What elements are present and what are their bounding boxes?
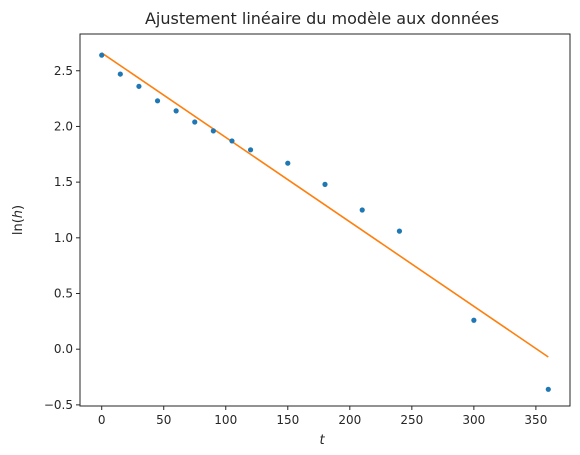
data-point	[117, 71, 123, 77]
y-tick-label: 1.0	[54, 231, 73, 245]
y-axis-title: ln(h)	[11, 205, 26, 235]
y-axis-title-var: h	[11, 210, 26, 218]
x-tick-label: 200	[338, 413, 361, 427]
data-point	[192, 119, 198, 125]
y-tick-label: −0.5	[44, 398, 73, 412]
y-tick-label: 1.5	[54, 175, 73, 189]
data-point	[173, 108, 179, 114]
x-tick-label: 50	[156, 413, 171, 427]
data-point	[359, 207, 365, 213]
series-layer	[99, 52, 551, 392]
data-point	[99, 52, 105, 58]
data-point	[471, 317, 477, 323]
data-point	[285, 160, 291, 166]
data-point	[229, 138, 235, 144]
x-axis-title: t	[319, 433, 325, 448]
plot-area	[79, 33, 571, 407]
data-point	[396, 228, 403, 234]
data-point	[210, 128, 216, 134]
x-tick-label: 250	[400, 413, 423, 427]
x-tick-label: 100	[214, 413, 237, 427]
x-tick-label: 300	[462, 413, 485, 427]
x-tick-label: 350	[524, 413, 547, 427]
x-tick-label: 0	[98, 413, 106, 427]
data-point	[136, 83, 142, 89]
plot-frame	[79, 33, 571, 407]
y-tick-label: 2.5	[54, 64, 73, 78]
y-tick-label: 0.0	[54, 342, 73, 356]
y-axis-title-prefix: ln(	[11, 218, 26, 235]
y-tick-label: 0.5	[54, 287, 73, 301]
chart-title: Ajustement linéaire du modèle aux donnée…	[145, 9, 499, 28]
y-axis: −0.5 0.0 0.5 1.0 1.5 2.0 2.5	[44, 64, 80, 412]
data-point	[154, 98, 161, 104]
data-point	[322, 181, 328, 187]
fit-line	[101, 52, 549, 358]
x-tick-label: 150	[276, 413, 299, 427]
data-point	[545, 386, 551, 392]
y-axis-title-suffix: )	[11, 205, 26, 210]
data-point	[247, 147, 254, 153]
x-axis: 0 50 100 150 200 250 300 350	[98, 406, 547, 427]
y-tick-label: 2.0	[54, 119, 73, 133]
